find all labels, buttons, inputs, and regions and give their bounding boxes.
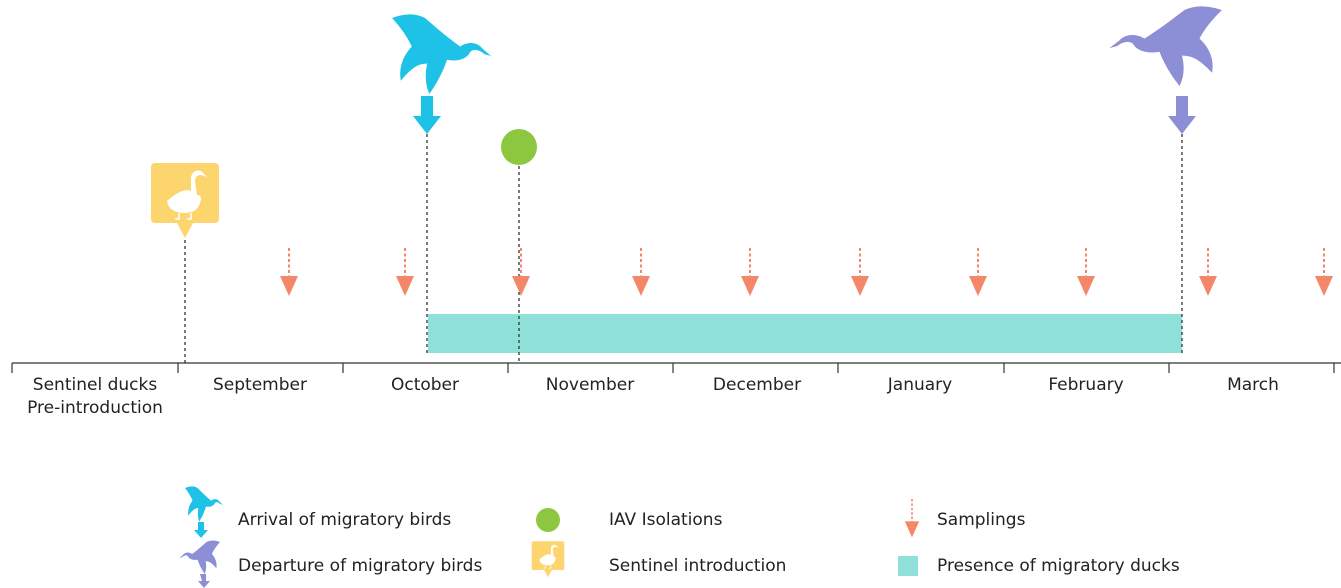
legend-label: Sentinel introduction bbox=[609, 556, 786, 576]
period-label: Sentinel ducks bbox=[33, 375, 158, 395]
axis bbox=[12, 363, 1341, 373]
period-label: Pre-introduction bbox=[27, 398, 163, 418]
departure-icon bbox=[1110, 6, 1223, 134]
period-label: March bbox=[1227, 375, 1279, 395]
sampling-arrows bbox=[280, 248, 1333, 296]
period-label: September bbox=[213, 375, 307, 395]
timeline-diagram: Sentinel ducks Pre-introduction Septembe… bbox=[0, 0, 1341, 588]
period-label: November bbox=[546, 375, 634, 395]
legend: Arrival of migratory birds Departure of … bbox=[180, 486, 1180, 588]
legend-label: Arrival of migratory birds bbox=[238, 510, 451, 530]
period-label: December bbox=[713, 375, 801, 395]
period-label: October bbox=[391, 375, 459, 395]
legend-label: Presence of migratory ducks bbox=[937, 556, 1180, 576]
legend-label: Departure of migratory birds bbox=[238, 556, 482, 576]
period-label: February bbox=[1048, 375, 1123, 395]
presence-bar bbox=[428, 314, 1182, 353]
arrival-icon bbox=[392, 14, 491, 134]
sentinel-icon bbox=[151, 163, 219, 238]
legend-label: IAV Isolations bbox=[609, 510, 723, 530]
legend-label: Samplings bbox=[937, 510, 1026, 530]
period-label: January bbox=[887, 375, 952, 395]
iav-circle bbox=[501, 129, 537, 165]
